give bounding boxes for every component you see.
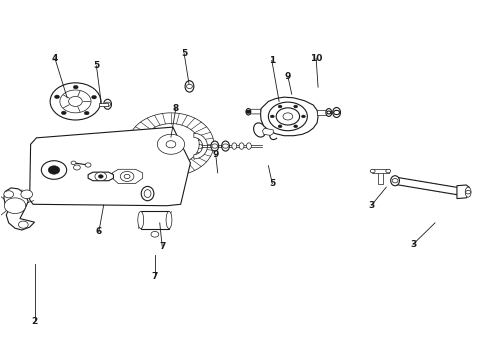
Polygon shape [88,172,114,181]
Circle shape [392,179,398,183]
Circle shape [327,111,331,114]
Polygon shape [248,109,261,114]
Circle shape [301,115,305,118]
Circle shape [294,105,297,108]
Polygon shape [113,169,143,184]
Polygon shape [261,97,318,136]
Polygon shape [194,133,207,159]
Circle shape [278,105,282,108]
Circle shape [71,161,76,165]
Circle shape [41,161,67,179]
Circle shape [212,144,218,148]
Text: 2: 2 [31,316,38,325]
Ellipse shape [144,190,151,198]
Text: 9: 9 [285,72,291,81]
Ellipse shape [465,187,471,197]
Circle shape [120,171,134,181]
Ellipse shape [185,81,194,92]
Ellipse shape [246,109,251,115]
Circle shape [278,125,282,128]
Ellipse shape [138,211,144,229]
Text: 7: 7 [159,242,165,251]
Circle shape [19,221,28,228]
Text: 8: 8 [172,104,179,113]
Ellipse shape [391,176,399,186]
Circle shape [69,96,82,107]
Circle shape [124,174,130,179]
Text: 5: 5 [181,49,187,58]
Ellipse shape [239,143,244,149]
Circle shape [60,90,91,113]
Circle shape [92,95,97,99]
Circle shape [334,111,340,114]
Circle shape [98,175,103,178]
Circle shape [50,83,101,120]
Ellipse shape [326,109,332,116]
Circle shape [54,95,59,99]
Circle shape [95,172,107,181]
Circle shape [187,84,193,89]
Circle shape [4,191,14,198]
Circle shape [166,141,176,148]
Circle shape [246,111,250,113]
Text: 10: 10 [310,54,322,63]
Circle shape [48,166,60,174]
Polygon shape [99,103,108,106]
Circle shape [270,115,274,118]
Text: 4: 4 [52,54,58,63]
Circle shape [269,102,307,131]
Polygon shape [317,110,329,115]
Circle shape [4,198,26,213]
Polygon shape [372,169,389,173]
Ellipse shape [166,211,172,229]
Polygon shape [457,185,469,199]
Ellipse shape [246,143,251,149]
Text: 6: 6 [96,227,102,236]
Ellipse shape [104,99,112,109]
Circle shape [21,190,32,199]
Polygon shape [141,211,169,229]
Ellipse shape [221,141,229,151]
Circle shape [370,169,375,173]
Polygon shape [4,188,34,230]
Circle shape [294,125,297,128]
Circle shape [283,113,293,120]
Polygon shape [30,127,191,206]
Text: 7: 7 [152,272,158,281]
Circle shape [74,165,80,170]
Circle shape [222,144,228,148]
Circle shape [85,163,91,167]
Text: 9: 9 [213,150,219,159]
Circle shape [105,102,111,107]
Circle shape [157,134,185,154]
Circle shape [276,108,299,125]
Polygon shape [377,170,383,184]
Ellipse shape [232,143,237,149]
Circle shape [84,111,89,115]
Text: 3: 3 [410,240,416,249]
Circle shape [386,169,391,173]
Ellipse shape [141,186,154,201]
Text: 5: 5 [93,61,99,70]
Ellipse shape [211,141,219,151]
Ellipse shape [333,108,341,117]
Circle shape [74,85,78,89]
Circle shape [151,231,159,237]
Circle shape [466,190,470,194]
Polygon shape [394,177,461,195]
Polygon shape [263,128,273,135]
Text: 3: 3 [368,201,375,210]
Circle shape [61,111,66,114]
Text: 5: 5 [269,179,275,188]
Text: 1: 1 [269,56,275,65]
